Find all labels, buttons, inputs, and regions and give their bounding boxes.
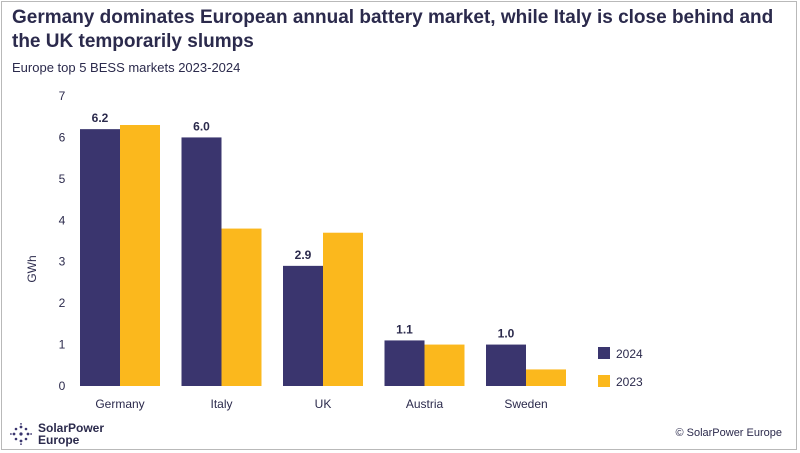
- data-label: 1.1: [396, 322, 413, 336]
- y-tick-label: 3: [59, 255, 66, 269]
- legend-label-2023: 2023: [616, 375, 643, 389]
- copyright-notice: © SolarPower Europe: [675, 427, 782, 439]
- y-tick-label: 4: [59, 213, 66, 227]
- bar-2024-germany: [80, 129, 120, 386]
- bar-2023-germany: [120, 125, 160, 386]
- bar-2023-italy: [221, 228, 262, 386]
- y-tick-label: 0: [59, 379, 66, 393]
- y-tick-label: 1: [59, 338, 66, 352]
- bar-2024-sweden: [486, 344, 526, 386]
- y-tick-label: 5: [59, 172, 66, 186]
- x-tick-label: Italy: [210, 397, 232, 411]
- bar-2024-italy: [181, 137, 222, 386]
- bar-2023-uk: [323, 232, 363, 386]
- chart-title: Germany dominates European annual batter…: [12, 7, 774, 52]
- legend: 2024 2023: [598, 347, 643, 389]
- sun-icon: [10, 423, 32, 445]
- bar-2023-austria: [424, 344, 465, 386]
- x-tick-label: UK: [315, 397, 332, 411]
- solarpower-europe-logo: SolarPower Europe: [10, 420, 104, 448]
- y-tick-label: 6: [59, 130, 66, 144]
- y-tick-label: 2: [59, 296, 66, 310]
- bars: 6.2 6.0 2.9 1.1 1.0: [80, 111, 566, 386]
- bar-2024-austria: [384, 340, 425, 386]
- data-label: 1.0: [498, 327, 515, 341]
- legend-swatch-2023: [598, 375, 610, 387]
- x-tick-label: Sweden: [504, 397, 547, 411]
- data-label: 6.2: [92, 111, 109, 125]
- data-label: 2.9: [295, 248, 312, 262]
- legend-label-2024: 2024: [616, 347, 643, 361]
- chart-subtitle: Europe top 5 BESS markets 2023-2024: [12, 60, 241, 75]
- data-label: 6.0: [193, 119, 210, 133]
- bar-2024-uk: [283, 265, 323, 386]
- x-tick-label: Germany: [95, 397, 144, 411]
- y-tick-label: 7: [59, 89, 66, 103]
- y-axis-label: GWh: [25, 255, 39, 282]
- x-axis: Germany Italy UK Austria Sweden: [95, 397, 547, 411]
- brand-name-line2: Europe: [38, 433, 80, 447]
- legend-swatch-2024: [598, 347, 610, 359]
- y-axis: 0 1 2 3 4 5 6 7 GWh: [25, 89, 66, 393]
- brand-name-line1: SolarPower: [38, 421, 105, 435]
- x-tick-label: Austria: [406, 397, 444, 411]
- bar-2023-sweden: [526, 369, 566, 386]
